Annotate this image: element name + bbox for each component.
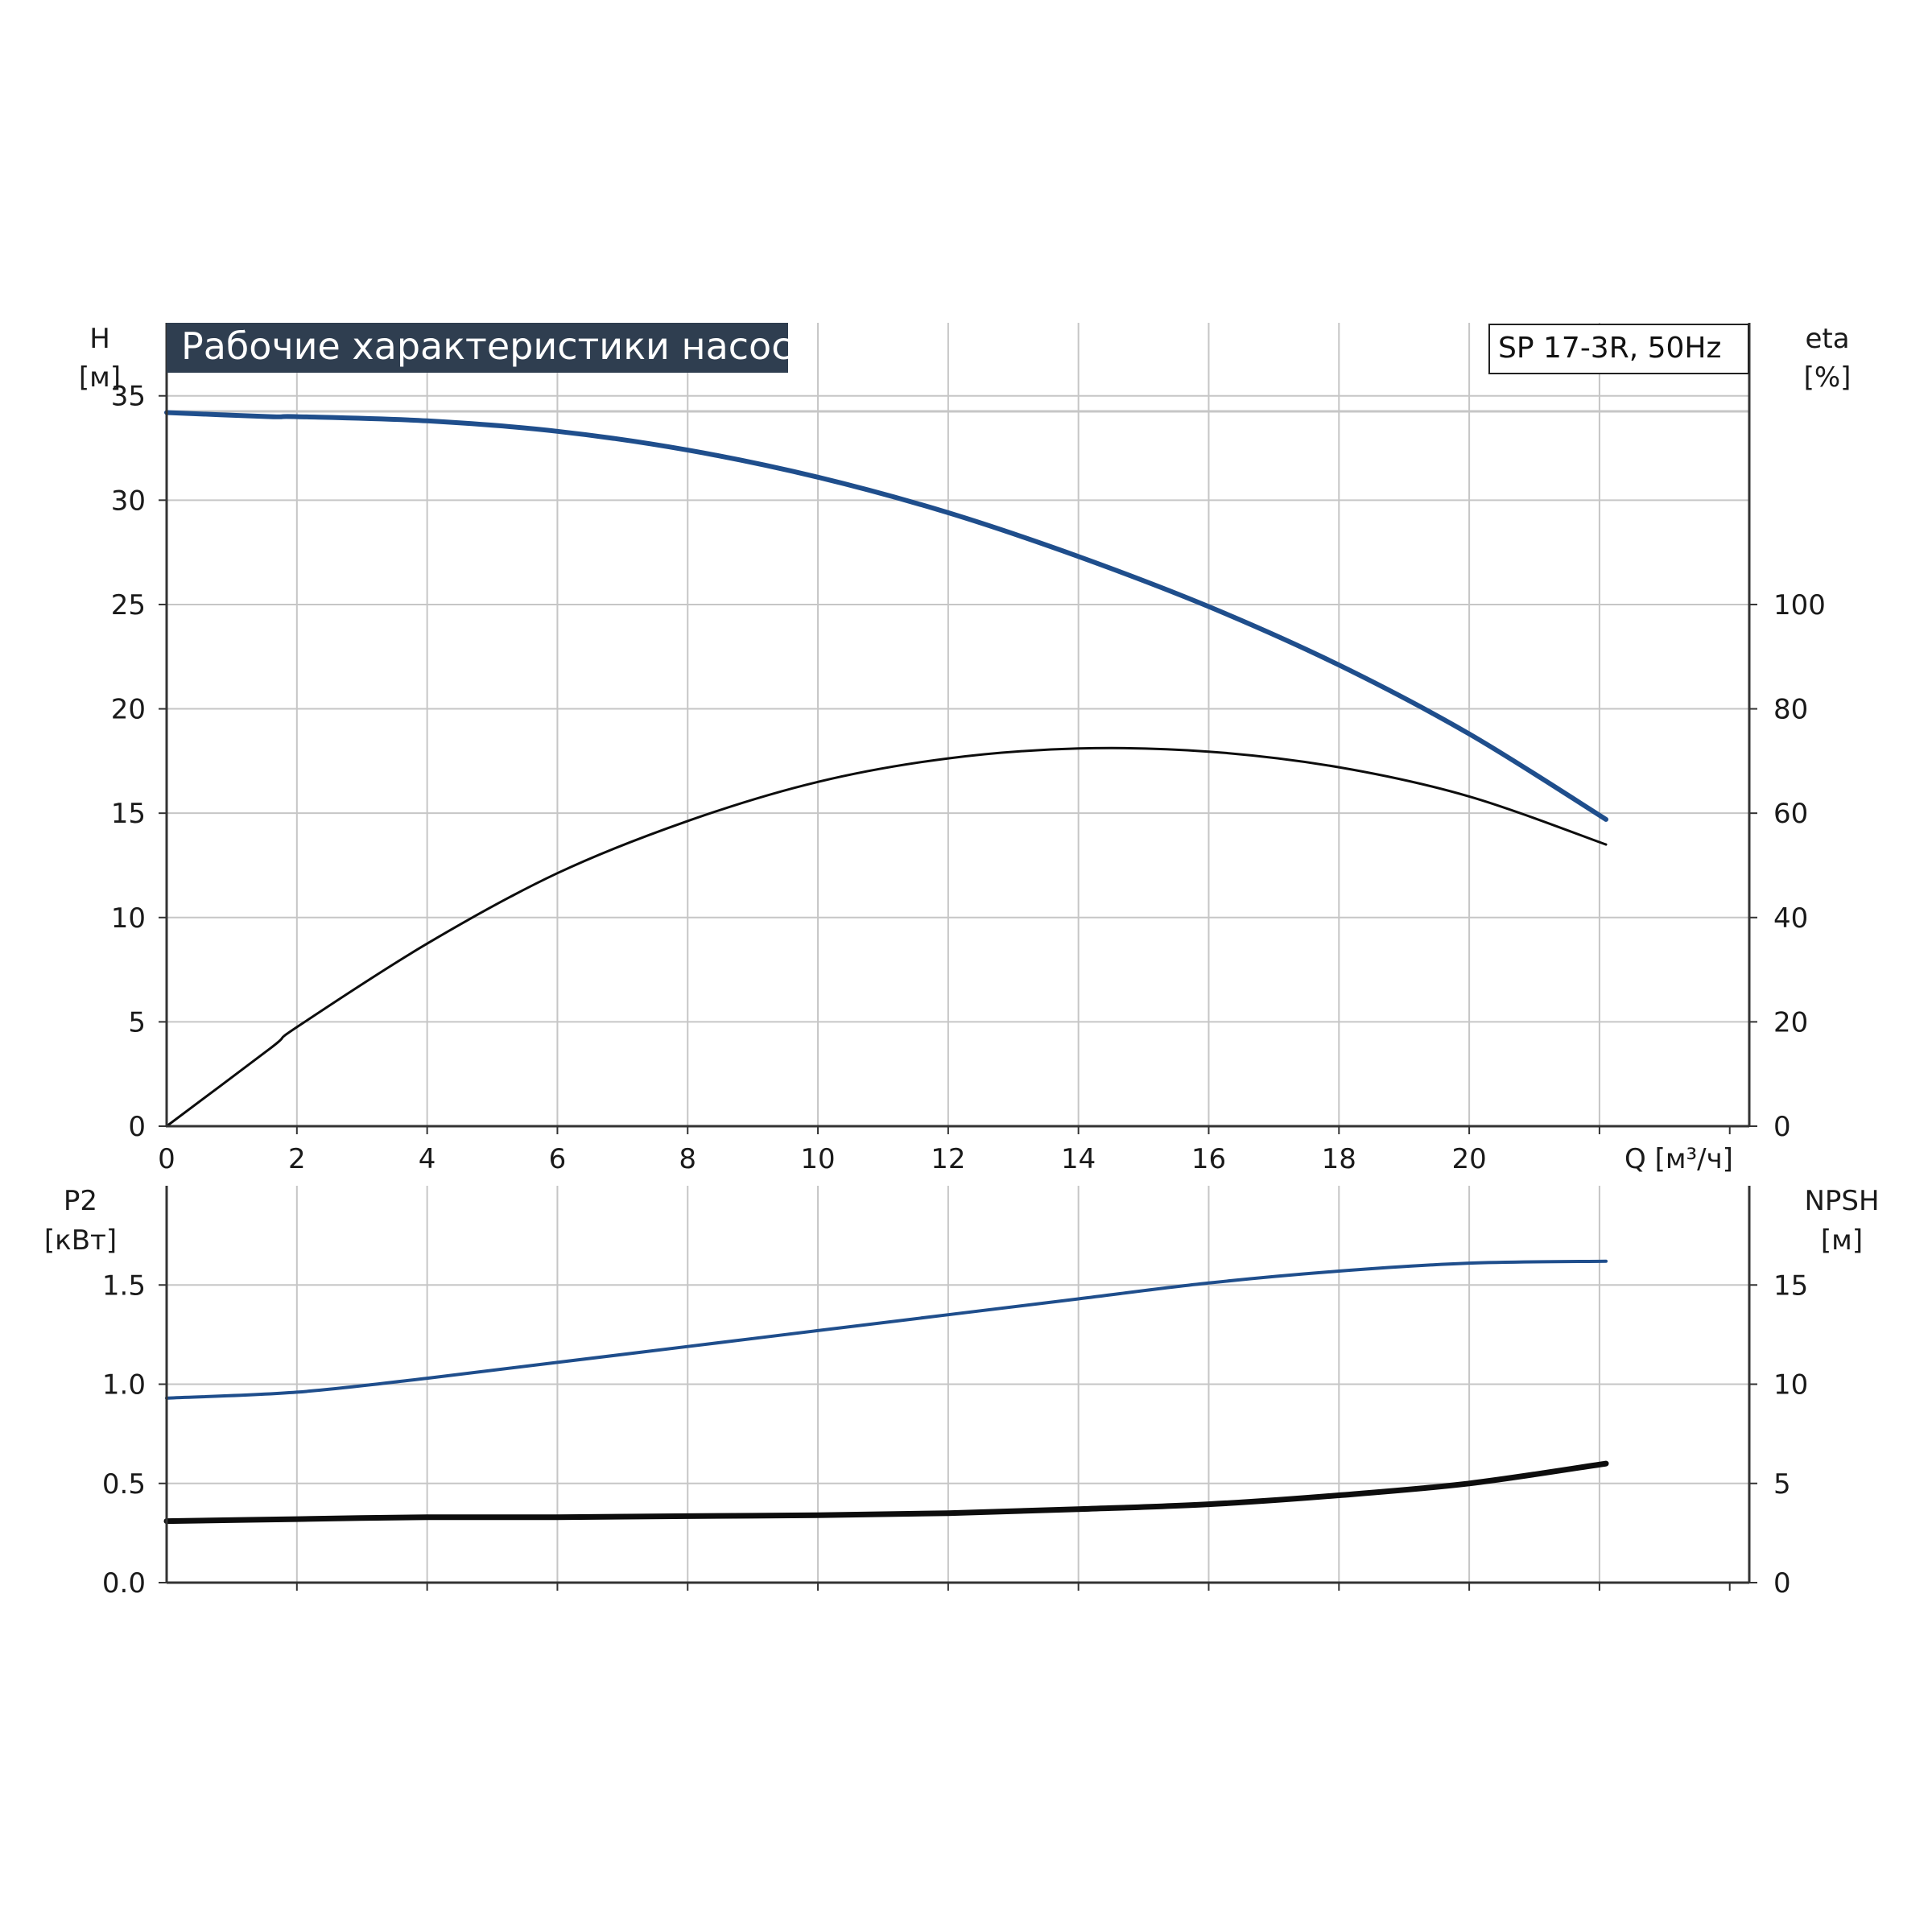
efficiency-axis-label: eta xyxy=(1805,323,1849,355)
top-panel-series xyxy=(164,410,1608,1128)
npsh-axis-unit: [м] xyxy=(1821,1224,1863,1257)
left-axis-tick-label: 35 xyxy=(111,381,146,413)
left-axis-tick-label: 15 xyxy=(111,798,146,830)
right-axis-tick-label: 0 xyxy=(1773,1111,1791,1143)
left-axis-tick-label: 20 xyxy=(111,694,146,726)
left-axis-tick-label: 25 xyxy=(111,589,146,621)
x-axis-tick-label: 8 xyxy=(679,1143,696,1175)
x-axis-tick-label: 6 xyxy=(549,1143,567,1175)
right-axis-tick-label: 0 xyxy=(1773,1567,1791,1600)
series-line xyxy=(165,746,1608,1128)
series-line xyxy=(163,1460,1609,1525)
right-axis-tick-label: 80 xyxy=(1773,694,1808,726)
head-axis-label: H xyxy=(89,323,110,355)
left-axis-tick-label: 1.5 xyxy=(102,1269,146,1302)
x-axis-tick-label: 18 xyxy=(1322,1143,1356,1175)
bottom-panel-series xyxy=(163,1259,1609,1525)
right-axis-tick-label: 40 xyxy=(1773,902,1808,935)
top-panel-grid xyxy=(167,323,1749,1126)
efficiency-axis-unit: [%] xyxy=(1804,361,1852,394)
x-axis-tick-label: 20 xyxy=(1451,1143,1486,1175)
left-axis-tick-label: 30 xyxy=(111,485,146,517)
right-axis-tick-label: 60 xyxy=(1773,798,1808,830)
x-axis-tick-label: 10 xyxy=(800,1143,835,1175)
bottom-panel-axes: 0.0 0.5 1.0 1.5 0 5 10 15 xyxy=(102,1186,1808,1600)
chart-background xyxy=(0,322,1932,1610)
x-axis-tick-label: 14 xyxy=(1061,1143,1096,1175)
npsh-axis-label: NPSH xyxy=(1804,1185,1879,1217)
model-label-box xyxy=(1488,324,1749,374)
x-axis-tick-label: 16 xyxy=(1191,1143,1226,1175)
x-axis-tick-label: 0 xyxy=(158,1143,175,1175)
right-axis-tick-label: 15 xyxy=(1773,1269,1808,1302)
left-axis-tick-label: 10 xyxy=(111,902,146,935)
right-axis-tick-label: 10 xyxy=(1773,1369,1808,1402)
top-panel-axes: 0 5 10 15 20 25 30 35 0 20 40 60 80 100 0 2 4 6 8 10 12 14 16 1… xyxy=(111,323,1826,1175)
chart-title: Рабочие характеристики насоса xyxy=(181,324,815,368)
x-axis-tick-label: 2 xyxy=(288,1143,306,1175)
head-axis-unit: [м] xyxy=(79,361,121,394)
left-axis-tick-label: 0 xyxy=(128,1111,146,1143)
right-axis-tick-label: 20 xyxy=(1773,1006,1808,1038)
left-axis-tick-label: 0.0 xyxy=(102,1567,146,1600)
power-axis-unit: [кВт] xyxy=(44,1224,117,1257)
power-axis-label: P2 xyxy=(64,1185,97,1217)
series-line xyxy=(164,410,1608,822)
model-label: SP 17-3R, 50Hz xyxy=(1498,332,1721,365)
right-axis-tick-label: 100 xyxy=(1773,589,1826,621)
flow-axis-label: Q [м³/ч] xyxy=(1624,1143,1733,1175)
series-line xyxy=(165,1259,1608,1400)
left-axis-tick-label: 1.0 xyxy=(102,1369,146,1402)
x-axis-tick-label: 12 xyxy=(931,1143,965,1175)
left-axis-tick-label: 0.5 xyxy=(102,1468,146,1501)
right-axis-tick-label: 5 xyxy=(1773,1468,1791,1501)
x-axis-tick-label: 4 xyxy=(419,1143,436,1175)
chart-title-background xyxy=(167,323,788,373)
left-axis-tick-label: 5 xyxy=(128,1006,146,1038)
